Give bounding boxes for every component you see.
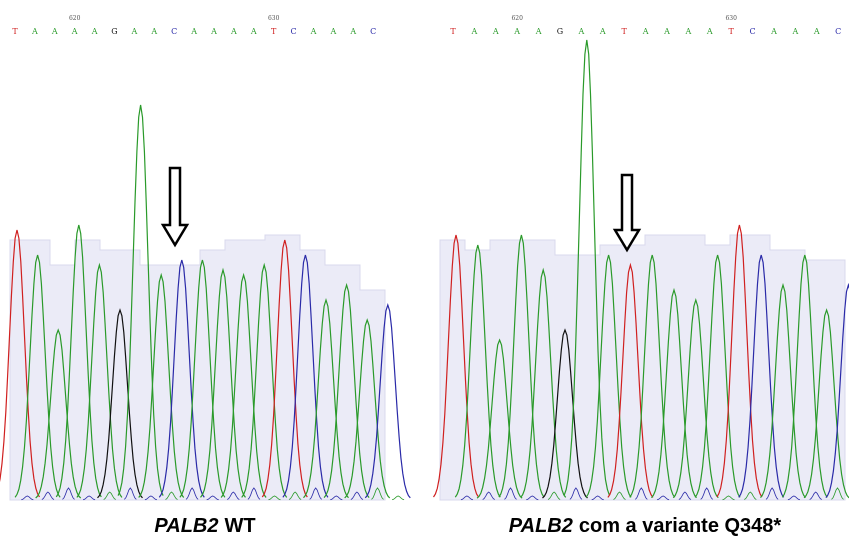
base-call: A: [330, 27, 337, 36]
gene-name: PALB2: [154, 515, 218, 537]
base-call: C: [835, 27, 841, 36]
base-call: A: [792, 27, 799, 36]
base-call: A: [190, 27, 197, 36]
base-call: G: [557, 27, 563, 36]
position-label: 620: [511, 15, 523, 22]
base-call: A: [513, 27, 520, 36]
base-call: A: [813, 27, 820, 36]
quality-shade: [10, 235, 385, 500]
base-call: A: [642, 27, 649, 36]
caption: PALB2 WT: [154, 515, 255, 537]
arrow: [615, 175, 639, 250]
base-call: A: [663, 27, 670, 36]
base-call: A: [210, 27, 217, 36]
base-call: A: [230, 27, 237, 36]
base-call: G: [111, 27, 117, 36]
base-call: A: [31, 27, 38, 36]
base-call: A: [770, 27, 777, 36]
caption-text: com a variante Q348*: [579, 515, 782, 537]
base-call: A: [599, 27, 606, 36]
base-call: A: [492, 27, 499, 36]
figure: T A A A A G A A C A A A A T C A A A C 620 630 PALB2 WT T A A A A G A A…: [0, 0, 849, 548]
base-call: A: [71, 27, 78, 36]
base-call: C: [171, 27, 177, 36]
gene-name: PALB2: [509, 515, 573, 537]
base-call: A: [310, 27, 317, 36]
base-call: A: [685, 27, 692, 36]
base-call: C: [750, 27, 756, 36]
base-call: A: [471, 27, 478, 36]
base-call: A: [91, 27, 98, 36]
quality-shade: [440, 235, 845, 500]
base-call: A: [150, 27, 157, 36]
base-call: A: [51, 27, 58, 36]
base-call: T: [450, 27, 456, 36]
base-call: C: [370, 27, 376, 36]
base-call: A: [349, 27, 356, 36]
chromatogram-panel: T A A A A G A A T A A A A T C A A A C 620 630 PALB2 com a vari…: [434, 15, 849, 537]
position-label: 630: [268, 15, 280, 22]
base-call: T: [729, 27, 735, 36]
base-call: T: [271, 27, 277, 36]
position-label: 620: [69, 15, 81, 22]
arrow: [163, 168, 187, 245]
base-call: T: [12, 27, 18, 36]
base-call: A: [250, 27, 257, 36]
trace-noise: [392, 496, 404, 500]
caption-text: WT: [225, 515, 256, 537]
caption: PALB2 com a variante Q348*: [509, 515, 782, 537]
base-call: A: [535, 27, 542, 36]
position-label: 630: [725, 15, 737, 22]
base-call: A: [706, 27, 713, 36]
base-call: T: [622, 27, 628, 36]
base-call: A: [131, 27, 138, 36]
chromatogram-panel: T A A A A G A A C A A A A T C A A A C 620 630 PALB2 WT: [0, 15, 410, 537]
base-call: A: [578, 27, 585, 36]
base-call: C: [291, 27, 297, 36]
